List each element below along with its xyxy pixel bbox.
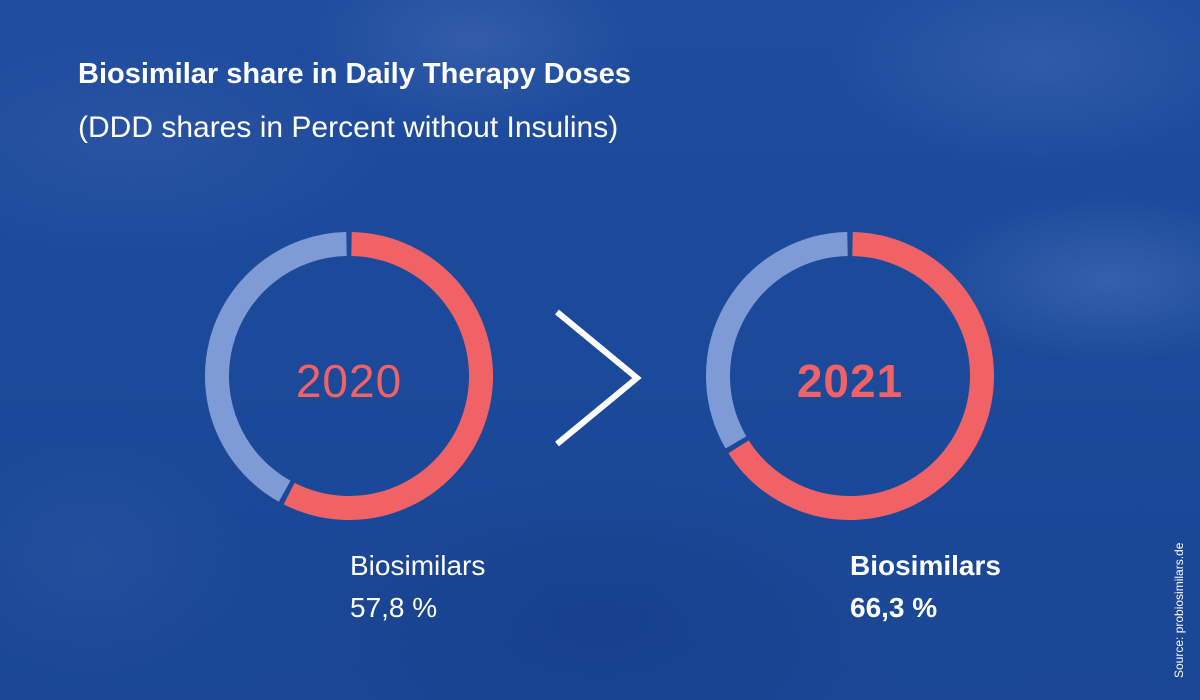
donut-2020-year: 2020: [296, 355, 402, 407]
donut-2021-other-segment: [706, 232, 848, 449]
donut-2020: 2020: [204, 232, 493, 520]
label-2021-biosimilars: Biosimilars: [850, 550, 1001, 581]
chart-subtitle: (DDD shares in Percent without Insulins): [78, 111, 619, 144]
donut-2021-year: 2021: [797, 355, 903, 407]
value-2020-biosimilars: 57,8 %: [350, 592, 438, 623]
chart-title: Biosimilar share in Daily Therapy Doses: [78, 58, 631, 90]
donut-2020-other-segment: [204, 232, 347, 502]
source-note: Source: probiosimilars.de: [1172, 542, 1186, 678]
value-2021-biosimilars: 66,3 %: [850, 592, 938, 623]
donut-2020-biosimilar-segment: [283, 232, 493, 520]
label-2020-biosimilars: Biosimilars: [350, 550, 486, 581]
donut-2021-biosimilar-segment: [728, 232, 994, 520]
increase-arrow: [555, 309, 642, 447]
donut-2021: 2021: [706, 232, 994, 520]
